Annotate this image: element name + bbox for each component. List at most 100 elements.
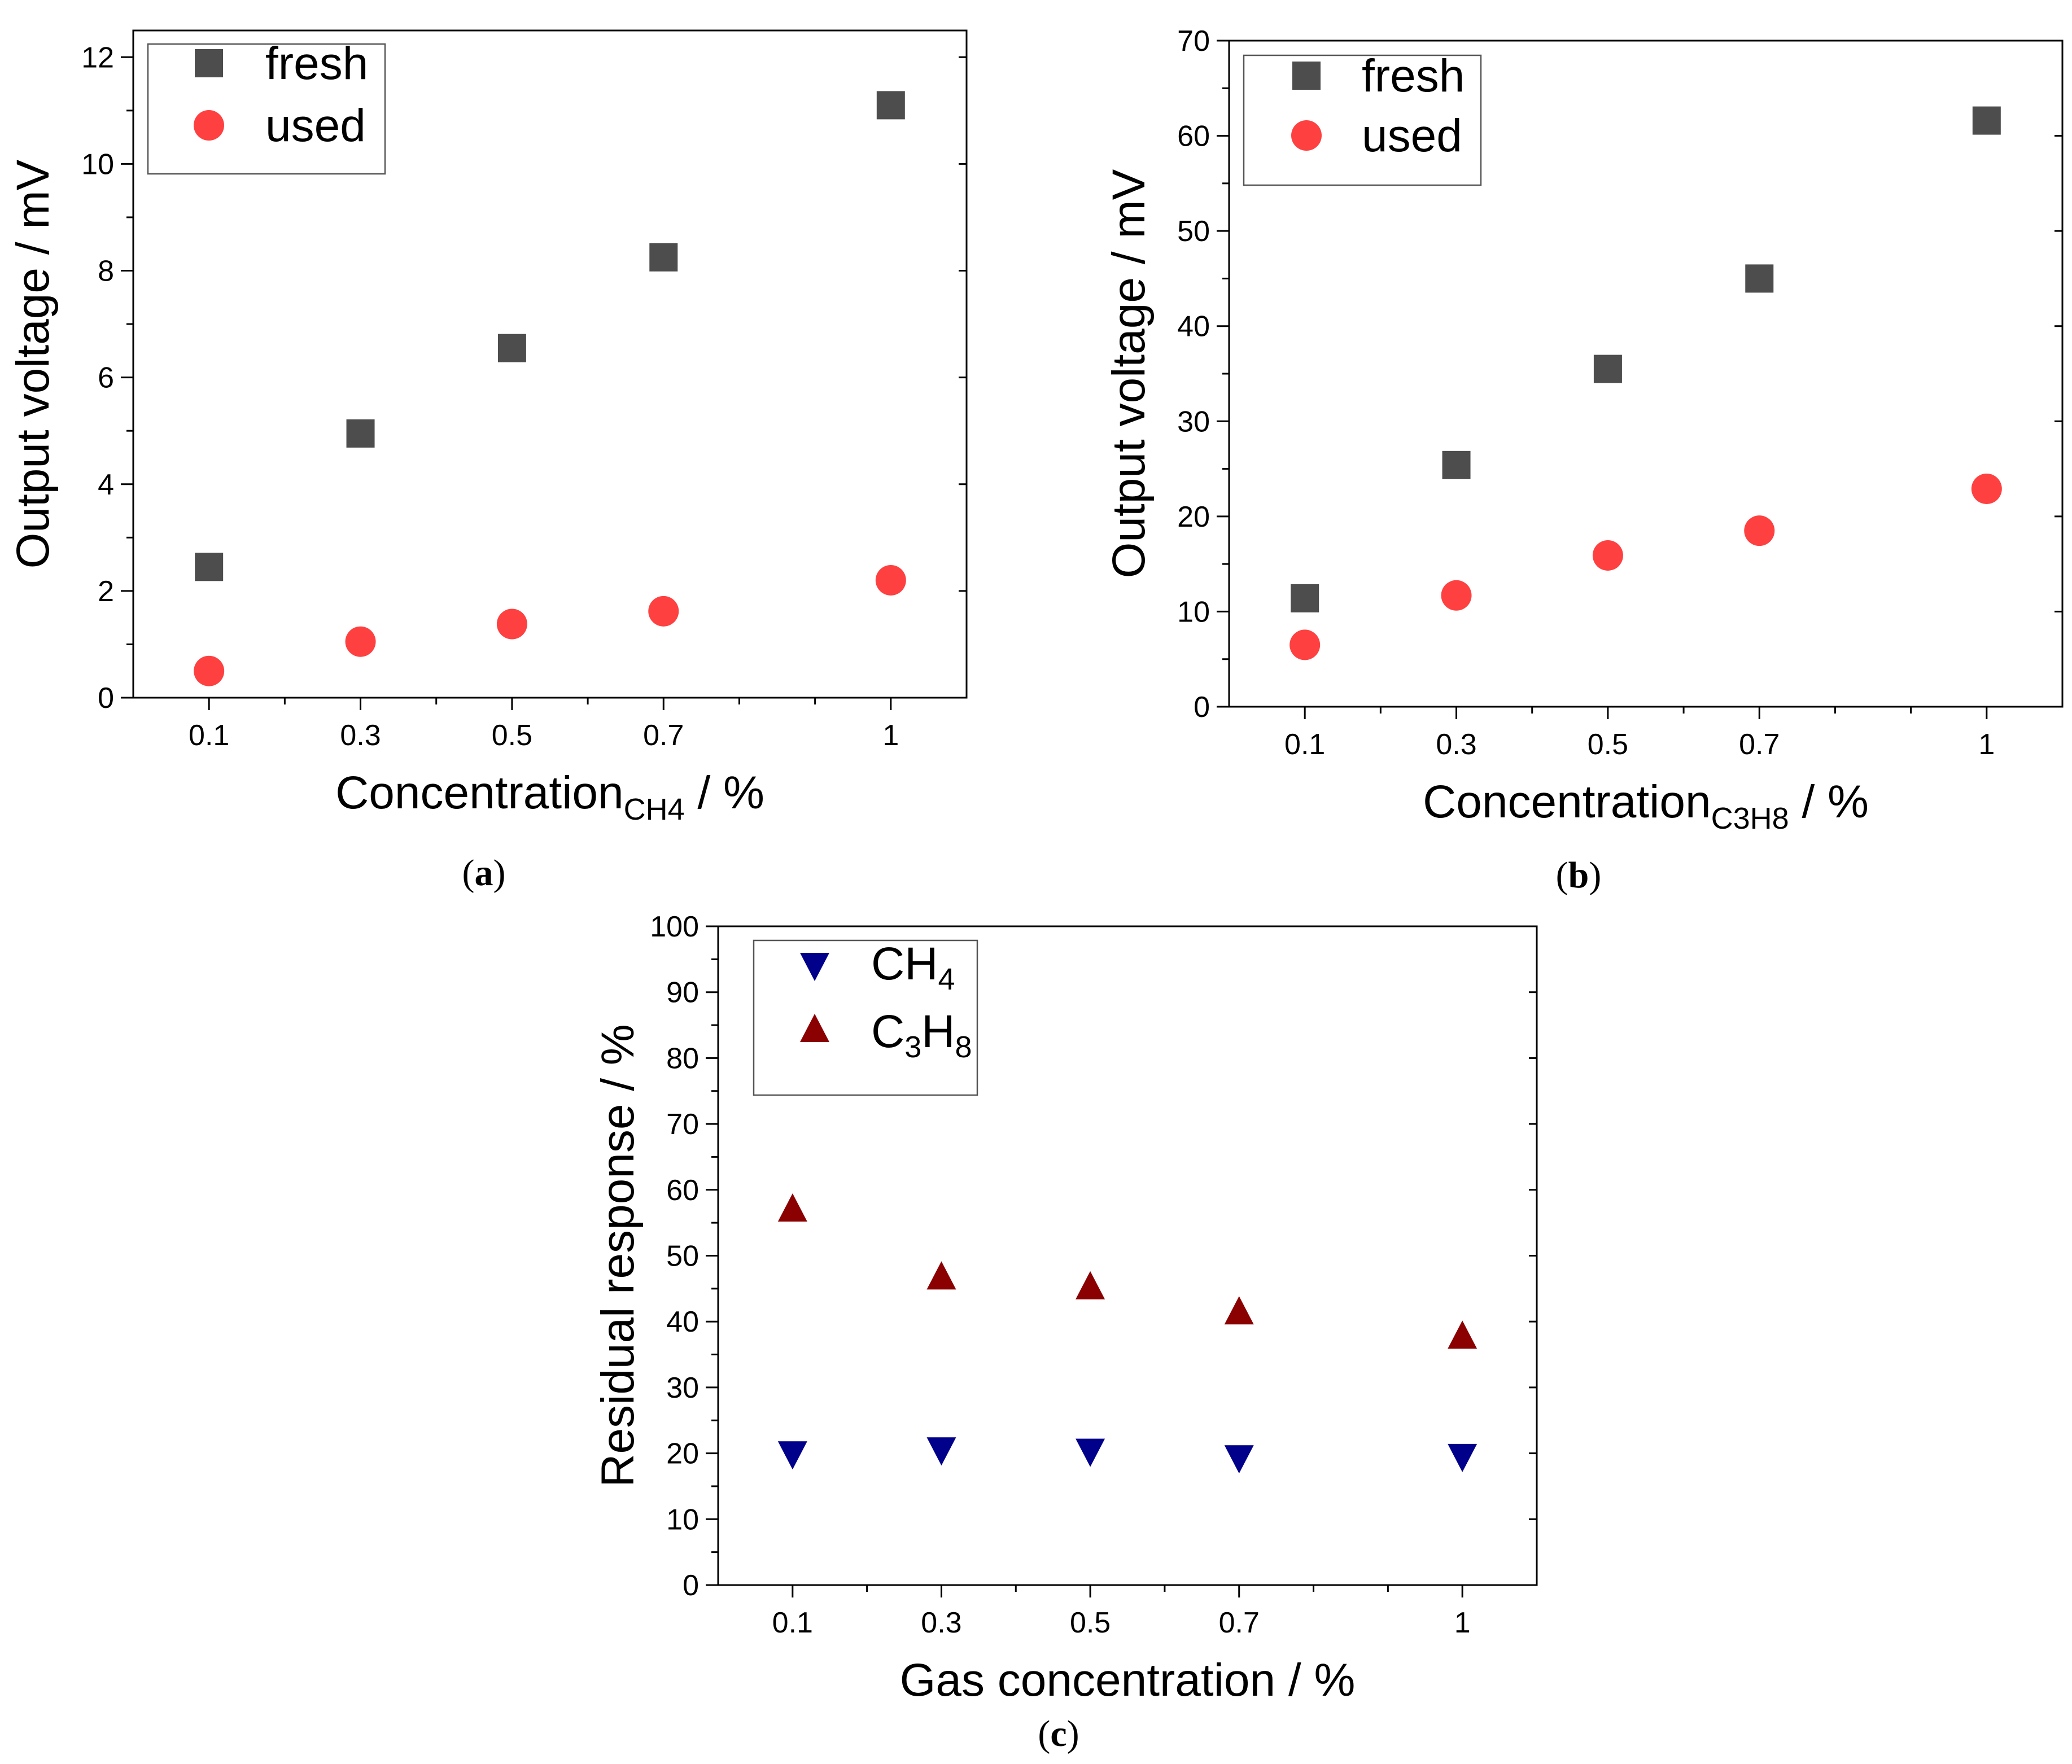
panel-label: (b) — [1556, 855, 1602, 896]
series-ch4 — [777, 1437, 1477, 1474]
y-tick-label: 10 — [81, 148, 114, 181]
x-tick-label: 0.5 — [492, 719, 532, 752]
data-point-fresh — [1745, 264, 1774, 293]
legend-label-part: 4 — [938, 962, 955, 996]
x-tick-label: 0.1 — [189, 719, 229, 752]
y-axis-label: Residual response / % — [592, 1024, 644, 1487]
panel-paren-close: ) — [1067, 1713, 1079, 1754]
data-point-ch4 — [1224, 1445, 1254, 1474]
y-tick-label: 20 — [666, 1438, 699, 1470]
data-point-ch4 — [926, 1437, 956, 1466]
data-point-used — [1441, 580, 1472, 611]
panel-paren-close: ) — [1589, 855, 1601, 896]
x-tick-label: 0.5 — [1070, 1607, 1111, 1639]
y-tick-label: 0 — [98, 682, 114, 715]
y-tick-label: 30 — [1177, 405, 1210, 438]
legend-label-part: 8 — [955, 1030, 972, 1064]
legend-marker-c3h8 — [800, 1014, 829, 1042]
y-tick-label: 0 — [683, 1569, 699, 1602]
legend-label-used: used — [1362, 110, 1462, 161]
y-tick-label: 90 — [666, 977, 699, 1009]
y-tick-label: 60 — [1177, 120, 1210, 153]
panel-letter: b — [1568, 855, 1589, 896]
y-tick-label: 40 — [1177, 310, 1210, 343]
panel-paren-open: ( — [1556, 855, 1568, 896]
data-point-c3h8 — [777, 1193, 807, 1222]
x-tick-label: 0.1 — [1284, 728, 1325, 761]
y-tick-label: 40 — [666, 1306, 699, 1338]
y-tick-label: 0 — [1194, 691, 1210, 724]
panel-label: (c) — [1038, 1713, 1079, 1754]
x-axis-label-subscript: CH4 — [624, 793, 685, 826]
data-point-fresh — [1291, 584, 1319, 612]
series-used — [1289, 473, 2002, 660]
x-tick-label: 0.5 — [1588, 728, 1628, 761]
y-tick-label: 2 — [98, 575, 114, 608]
panel-letter: c — [1050, 1713, 1066, 1754]
data-point-used — [496, 609, 527, 640]
legend-box — [147, 43, 386, 175]
data-point-fresh — [497, 334, 526, 362]
x-tick-label: 0.3 — [340, 719, 381, 752]
data-point-ch4 — [1448, 1443, 1477, 1472]
y-axis-label: Output voltage / mV — [1103, 169, 1155, 578]
data-point-ch4 — [777, 1441, 807, 1470]
data-point-fresh — [1442, 450, 1471, 479]
x-tick-label: 1 — [1978, 728, 1995, 761]
legend-label-fresh: fresh — [1362, 50, 1465, 102]
x-tick-label: 0.7 — [1739, 728, 1780, 761]
panel-paren-open: ( — [1038, 1713, 1050, 1754]
x-tick-label: 0.7 — [1219, 1607, 1260, 1639]
x-axis-label-main: Gas concentration / % — [900, 1654, 1356, 1706]
legend: fresh used — [147, 38, 386, 175]
data-point-fresh — [1593, 354, 1622, 383]
x-axis-label-suffix: / % — [1789, 776, 1869, 828]
legend-label-ch4: CH4 — [871, 938, 955, 996]
legend-marker-used — [1291, 120, 1322, 151]
legend-label-c3h8: C3H8 — [871, 1006, 972, 1064]
data-point-c3h8 — [1448, 1320, 1477, 1349]
data-point-fresh — [1972, 106, 2001, 135]
legend: fresh used — [1243, 50, 1482, 186]
series-c3h8 — [777, 1193, 1477, 1349]
data-point-used — [1744, 515, 1775, 546]
series-fresh — [195, 91, 905, 581]
legend-label-part: C — [871, 1006, 904, 1057]
chart-panel-a: 0 2 4 6 8 10 12 0.1 0.3 0.5 0.7 1 Output voltage / m… — [7, 29, 968, 894]
data-point-used — [875, 564, 906, 596]
y-tick-label: 12 — [81, 41, 114, 74]
series-fresh — [1291, 106, 2001, 612]
panel-paren-close: ) — [493, 852, 506, 894]
y-tick-label: 4 — [98, 469, 114, 501]
data-point-used — [1289, 629, 1321, 660]
x-tick-label: 1 — [882, 719, 899, 752]
legend-box — [1243, 54, 1482, 186]
legend-box — [753, 939, 978, 1096]
data-point-used — [194, 655, 225, 686]
x-tick-label: 0.7 — [643, 719, 684, 752]
plot-frame — [132, 29, 968, 699]
y-tick-label: 6 — [98, 362, 114, 395]
y-tick-label: 10 — [1177, 596, 1210, 628]
y-tick-label: 10 — [666, 1503, 699, 1536]
y-tick-label: 60 — [666, 1174, 699, 1207]
x-tick-label: 1 — [1454, 1607, 1471, 1639]
y-tick-label: 50 — [666, 1240, 699, 1273]
x-axis-label-suffix: / % — [685, 767, 764, 818]
chart-panel-b: 0 10 20 30 40 50 60 70 0.1 0.3 0.5 0.7 1 Output volta… — [1103, 25, 2064, 896]
data-point-used — [1592, 540, 1623, 571]
data-point-c3h8 — [1076, 1271, 1105, 1299]
chart-panel-c: 0 10 20 30 40 50 60 70 80 90 100 0.1 0.3 0.5 0.7 1 Resid… — [592, 911, 1538, 1754]
data-point-used — [648, 596, 679, 627]
y-tick-label: 80 — [666, 1042, 699, 1075]
legend-marker-used — [194, 110, 224, 141]
legend-label-part: CH — [871, 938, 938, 990]
y-tick-label: 50 — [1177, 215, 1210, 248]
data-point-c3h8 — [1224, 1296, 1254, 1325]
y-tick-label: 8 — [98, 255, 114, 288]
legend: CH4 C3H8 — [753, 938, 978, 1096]
x-axis-label-subscript: C3H8 — [1711, 802, 1789, 835]
y-axis-label: Output voltage / mV — [7, 159, 59, 568]
y-tick-label: 70 — [666, 1108, 699, 1141]
